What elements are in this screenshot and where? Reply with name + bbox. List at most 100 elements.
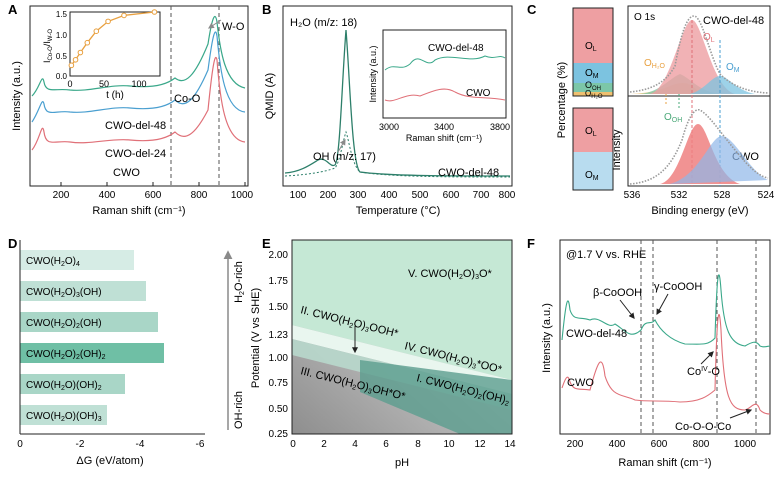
b-xtick: 700 [473, 190, 490, 201]
annotation-w-o: W-O [222, 21, 245, 33]
annotation-co-o: Co-O [174, 93, 201, 105]
b-h2o-label: H₂O (m/z: 18) [290, 17, 357, 29]
e-xticks: 0 2 4 6 8 10 12 14 [290, 439, 516, 450]
d-arrow-top-label: H2O-rich [233, 261, 246, 303]
c-bar-del48: OL OM OOH OH₂O [572, 7, 614, 100]
b-inset-xtick: 3800 [490, 122, 510, 132]
b-xtick: 200 [320, 190, 337, 201]
f-label-del48: CWO-del-48 [566, 328, 627, 340]
c-peak-ol: OL [703, 32, 715, 44]
series-h2o-line [284, 29, 511, 177]
c-xtick: 536 [624, 190, 641, 201]
b-xtick: 400 [381, 190, 398, 201]
panel-c: C Percentage (%) OL OM OOH OH₂O OL OM O … [527, 2, 775, 217]
d-xlabel: ΔG (eV/atom) [76, 455, 143, 467]
f-annot-co-iv: CoIV-O [687, 366, 720, 378]
f-xtick: 600 [651, 439, 668, 450]
c-data-del48 [629, 15, 769, 94]
a-xtick: 200 [53, 190, 70, 201]
a-inset-ylabel: ICo-O/IW-O [42, 29, 54, 63]
a-inset-xtick: 100 [131, 79, 146, 89]
c-data-cwo [629, 109, 769, 185]
a-inset-xtick: 0 [67, 79, 72, 89]
e-ytick: 1.23 [269, 330, 289, 341]
d-bar [20, 312, 158, 332]
a-inset-ytick: 0.0 [56, 72, 68, 81]
c-bar-label: OL [585, 126, 597, 138]
b-xtick: 600 [443, 190, 460, 201]
c-bar-label: OL [585, 41, 597, 53]
panel-e-frame [291, 239, 513, 435]
f-ylabel: Intensity (a.u.) [541, 303, 553, 373]
c-seg-ol [573, 108, 613, 152]
c-xtick: 532 [671, 190, 688, 201]
inset-point [151, 9, 158, 15]
label-cwo-del-24: CWO-del-24 [105, 148, 166, 160]
c-peak-om: OM [726, 62, 740, 74]
e-ytick: 1.75 [269, 276, 289, 287]
e-ylabel: Potential (V vs SHE) [250, 288, 262, 388]
b-xtick: 300 [350, 190, 367, 201]
c-fit-om-cwo [670, 136, 768, 184]
e-xtick: 8 [415, 439, 421, 450]
a-ylabel: Intensity (a.u.) [11, 61, 23, 131]
b-inset-xlabel: Raman shift (cm⁻¹) [406, 133, 482, 143]
a-inset-frame [69, 11, 161, 77]
f-title: @1.7 V vs. RHE [566, 249, 646, 261]
c-bar-frame [572, 107, 614, 191]
c-peak-ooh: OOH [664, 112, 682, 124]
b-sample-label: CWO-del-48 [438, 167, 499, 179]
a-xlabel: Raman shift (cm⁻¹) [92, 205, 185, 217]
d-bar-label: CWO(H2O)(OH)2 [26, 380, 102, 392]
f-arrow-co-iv [700, 351, 714, 365]
f-xtick: 800 [693, 439, 710, 450]
f-xtick: 1000 [734, 439, 757, 450]
inset-point [121, 12, 127, 19]
f-series-cwo-del-48 [561, 274, 771, 348]
w-o-arrow [208, 19, 222, 29]
d-bar [20, 343, 164, 363]
panel-b: B H₂O (m/z: 18) OH (m/z: 17) CWO-del-48 … [262, 2, 516, 217]
b-inset-frame [382, 29, 507, 119]
f-xtick: 400 [609, 439, 626, 450]
e-xlabel: pH [395, 457, 409, 469]
a-inset-xlabel: t (h) [106, 90, 124, 101]
c-bar-label: OH₂O [585, 89, 603, 100]
a-xtick: 600 [145, 190, 162, 201]
b-xtick: 500 [412, 190, 429, 201]
d-arrow-bottom-label: OH-rich [233, 391, 245, 429]
a-xtick: 400 [99, 190, 116, 201]
series-cwo-line [31, 57, 246, 151]
e-xtick: 12 [474, 439, 486, 450]
e-ytick: 0.25 [269, 429, 289, 440]
panel-b-letter: B [262, 2, 271, 17]
a-inset-ytick: 1.0 [56, 31, 68, 40]
f-label-cwo: CWO [567, 377, 594, 389]
e-ytick: 0.75 [269, 378, 289, 389]
panel-f: F @1.7 V vs. RHE CWO-del-48 CWO β-CoOOH … [527, 236, 771, 469]
series-cwo-del-48-line [31, 16, 246, 97]
panel-e: E V. CWO(H2O)3O* II. CWO(H2O)3OOH* IV. C… [250, 236, 516, 469]
b-inset-xtick: 3400 [434, 122, 454, 132]
c-bar-cwo: OL OM [572, 107, 614, 191]
panel-f-letter: F [527, 236, 535, 251]
d-xtick: 0 [17, 439, 23, 450]
panel-a-frame [29, 5, 249, 187]
panel-b-xticks: 100 200 300 400 500 600 700 800 [290, 190, 516, 201]
b-inset-ylabel: Intensity (a.u.) [368, 45, 378, 102]
inset-point [93, 28, 100, 35]
panel-c-letter: C [527, 2, 537, 17]
e-ytick: 2.00 [269, 250, 289, 261]
e-region-v [292, 240, 512, 380]
c-bar-label: OOH [585, 80, 601, 92]
label-cwo: CWO [113, 167, 140, 179]
c-bar-ylabel: Percentage (%) [556, 62, 568, 138]
e-xtick: 2 [321, 439, 327, 450]
e-region-i [360, 360, 512, 434]
b-oh-arrow [337, 138, 346, 153]
d-xtick: -6 [196, 439, 205, 450]
e-ytick: 0.50 [269, 404, 289, 415]
c-seg-om [573, 63, 613, 83]
panel-b-frame [282, 5, 513, 187]
